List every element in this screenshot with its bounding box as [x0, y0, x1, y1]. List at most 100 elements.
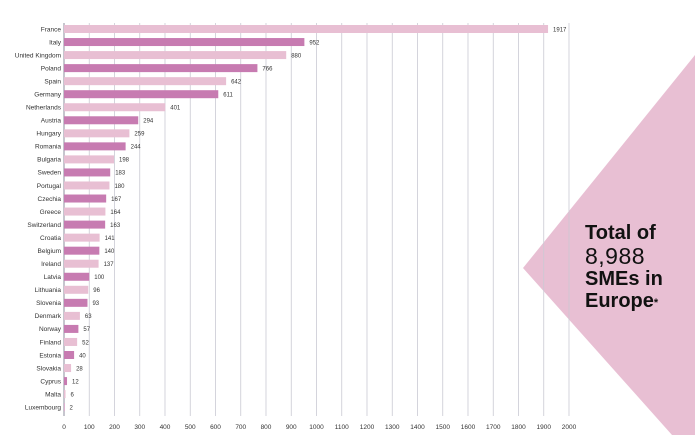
x-tick-label: 1400 — [410, 424, 425, 431]
callout-line-3: SMEs in — [585, 268, 663, 290]
data-label: 52 — [82, 340, 89, 346]
data-label: 611 — [223, 93, 233, 99]
x-tick-label: 1700 — [486, 424, 501, 431]
x-tick-label: 1900 — [537, 424, 552, 431]
category-label: Portugal — [37, 183, 62, 190]
data-label: 880 — [291, 53, 302, 59]
category-label: Malta — [45, 391, 61, 398]
x-tick-label: 300 — [134, 424, 145, 431]
data-label: 642 — [231, 79, 242, 85]
x-axis-ticks: 0 100 200 300 400 500 600 700 800 900 1000 1100 1200… — [62, 424, 576, 431]
callout-line-1: Total of — [585, 222, 656, 244]
x-tick-label: 1100 — [335, 424, 349, 431]
x-tick-label: 700 — [235, 424, 246, 431]
category-label: Romania — [35, 144, 61, 151]
bar — [64, 142, 126, 151]
category-label: Czechia — [38, 196, 62, 203]
x-tick-label: 1800 — [511, 424, 526, 431]
data-label: 12 — [72, 379, 79, 385]
bar — [64, 129, 130, 138]
data-label: 28 — [76, 366, 83, 372]
category-label: Bulgaria — [37, 157, 61, 164]
bar — [64, 25, 549, 33]
x-tick-label: 600 — [210, 424, 221, 431]
category-label: France — [41, 26, 62, 33]
x-tick-label: 400 — [160, 424, 171, 431]
data-label: 401 — [170, 106, 181, 112]
bar — [64, 259, 99, 268]
category-label: Croatia — [40, 235, 61, 242]
bar — [64, 403, 65, 412]
category-label: Cyprus — [40, 378, 61, 385]
category-label: Germany — [34, 92, 61, 99]
category-label: Lithuania — [35, 287, 62, 294]
category-label: Italy — [49, 39, 62, 46]
x-tick-label: 500 — [185, 424, 196, 431]
bar — [64, 390, 66, 399]
category-label: Ireland — [41, 261, 61, 268]
x-tick-label: 1000 — [309, 424, 324, 431]
callout-shape — [523, 55, 695, 435]
x-tick-label: 800 — [261, 424, 272, 431]
category-label: Poland — [41, 65, 62, 72]
bar — [64, 64, 258, 73]
value-labels: 1917 952 880 766 642 611 401 294 259 244 198 183 180… — [70, 27, 568, 411]
bar — [64, 77, 227, 86]
callout-line-4-text: Europe — [585, 290, 654, 312]
bar — [64, 272, 90, 281]
bar — [64, 233, 100, 242]
bar — [64, 168, 111, 177]
bar — [64, 364, 72, 373]
bar — [64, 285, 89, 294]
data-label: 1917 — [553, 27, 567, 33]
data-label: 952 — [309, 40, 320, 46]
bar — [64, 103, 166, 112]
data-label: 198 — [119, 158, 130, 164]
bar — [64, 194, 107, 203]
x-tick-label: 2000 — [562, 424, 577, 431]
callout-total-value: 8,988 — [585, 243, 646, 269]
category-label: Latvia — [44, 274, 62, 281]
x-tick-label: 900 — [286, 424, 297, 431]
x-tick-label: 1600 — [461, 424, 476, 431]
category-label: Hungary — [36, 131, 61, 138]
data-label: 2 — [70, 405, 74, 411]
x-tick-label: 1500 — [436, 424, 451, 431]
bar — [64, 90, 219, 99]
x-tick-label: 100 — [84, 424, 95, 431]
bar — [64, 377, 68, 386]
total-callout: Total of 8,988 SMEs in Europe* — [585, 222, 690, 312]
bars — [64, 25, 549, 412]
bar — [64, 324, 79, 333]
bar — [64, 51, 287, 60]
category-labels: France Italy United Kingdom Poland Spain Germ… — [15, 26, 62, 411]
category-label: Slovenia — [36, 300, 61, 307]
category-label: Estonia — [39, 352, 61, 359]
bar — [64, 220, 106, 229]
data-label: 164 — [110, 210, 121, 216]
bar — [64, 311, 80, 320]
bar — [64, 298, 88, 307]
data-label: 93 — [92, 301, 99, 307]
grid-lines — [63, 23, 570, 416]
category-label: Netherlands — [26, 105, 62, 112]
category-label: Austria — [41, 118, 62, 125]
x-tick-label: 1200 — [360, 424, 375, 431]
data-label: 294 — [143, 119, 154, 125]
data-label: 6 — [71, 392, 75, 398]
data-label: 96 — [93, 288, 100, 294]
category-label: United Kingdom — [15, 52, 61, 59]
data-label: 40 — [79, 353, 86, 359]
category-label: Greece — [40, 209, 62, 216]
data-label: 183 — [115, 171, 126, 177]
bar — [64, 337, 78, 346]
x-tick-label: 0 — [62, 424, 66, 431]
bar — [64, 116, 139, 125]
data-label: 141 — [105, 236, 116, 242]
data-label: 140 — [104, 249, 115, 255]
category-label: Belgium — [38, 248, 61, 255]
category-label: Denmark — [35, 313, 62, 320]
category-label: Sweden — [38, 170, 62, 177]
data-label: 259 — [134, 132, 145, 138]
